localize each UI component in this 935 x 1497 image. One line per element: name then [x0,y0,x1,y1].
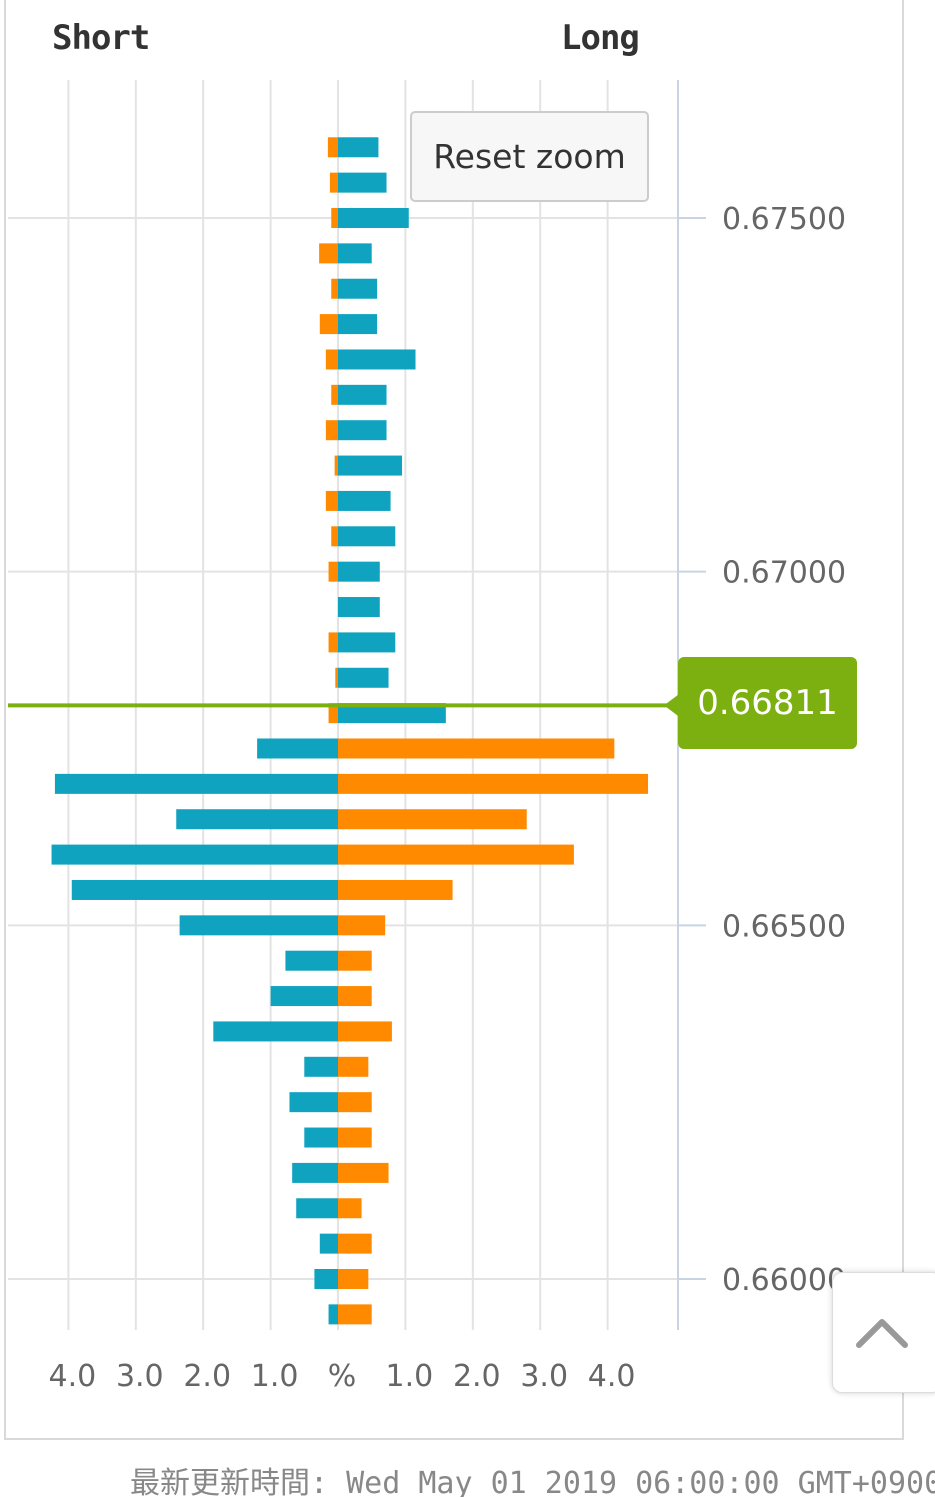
bar[interactable] [292,1162,338,1183]
bar[interactable] [338,384,387,405]
bar[interactable] [289,1092,338,1113]
y-tick-label: 0.67500 [722,202,846,237]
bar[interactable] [338,526,396,547]
bar[interactable] [338,1269,369,1289]
short-label: Short [52,18,150,58]
chevron-up-icon [856,1318,908,1348]
bar[interactable] [338,1304,372,1325]
last-updated-text: 最新更新時間: Wed May 01 2019 06:00:00 GMT+090… [130,1466,935,1497]
bar[interactable] [71,879,339,900]
bar[interactable] [338,738,615,759]
bar[interactable] [338,915,386,936]
bar[interactable] [296,1198,338,1219]
bar[interactable] [338,490,391,511]
bar[interactable] [338,455,403,476]
bar[interactable] [338,667,389,688]
bar-layer [51,137,649,1325]
bar[interactable] [213,1021,338,1042]
bar[interactable] [338,879,453,900]
bar[interactable] [338,1127,372,1148]
bar[interactable] [338,278,378,299]
bar[interactable] [338,1162,389,1183]
bar[interactable] [328,703,338,724]
bar[interactable] [338,986,372,1007]
bar[interactable] [338,773,649,794]
bar[interactable] [338,561,380,582]
bar[interactable] [338,314,378,335]
x-tick-label: 2.0 [183,1359,231,1394]
bar[interactable] [338,1056,369,1077]
bar[interactable] [314,1269,338,1289]
bar[interactable] [54,773,339,794]
bar[interactable] [338,844,574,865]
y-tick-label: 0.66500 [722,909,846,944]
x-tick-label: % [328,1359,357,1394]
x-tick-label: 1.0 [251,1359,299,1394]
long-label: Long [561,18,640,58]
x-tick-labels: 4.0 3.0 2.0 1.0% 1.0 2.0 3.0 4.0 [49,1359,636,1394]
x-tick-label: 1.0 [386,1359,434,1394]
bar[interactable] [328,632,338,653]
bar[interactable] [331,526,338,547]
y-tick-labels: 0.67500 0.67000 0.66500 0.66000 [722,202,846,1298]
bar[interactable] [329,172,338,193]
bar[interactable] [331,278,338,299]
bar[interactable] [304,1056,338,1077]
bar[interactable] [319,1233,338,1254]
bar[interactable] [338,137,379,158]
x-tick-label: 2.0 [453,1359,501,1394]
bar[interactable] [335,667,338,688]
y-tick-label: 0.67000 [722,556,846,591]
bar[interactable] [328,561,338,582]
bar[interactable] [327,137,338,158]
bar[interactable] [176,809,338,830]
price-badge-pointer [664,693,680,718]
x-tick-label: 3.0 [116,1359,164,1394]
bar[interactable] [257,738,338,759]
bar[interactable] [338,243,372,264]
bar[interactable] [338,172,387,193]
bar[interactable] [319,243,338,264]
bar[interactable] [325,490,338,511]
bar[interactable] [338,809,527,830]
bar[interactable] [338,1021,392,1042]
bar[interactable] [325,349,338,370]
bar[interactable] [338,703,446,724]
bar[interactable] [319,314,338,335]
y-tick-label: 0.66000 [722,1263,846,1298]
reset-zoom-button[interactable]: Reset zoom [410,111,649,202]
bar[interactable] [331,208,338,228]
bar[interactable] [338,597,380,618]
x-tick-label: 4.0 [588,1359,636,1394]
bar[interactable] [179,915,338,936]
bar[interactable] [304,1127,338,1148]
bar[interactable] [51,844,339,865]
current-price-badge: 0.66811 [678,657,857,749]
bar[interactable] [338,1233,372,1254]
bar[interactable] [338,1092,372,1113]
scroll-to-top-button[interactable] [832,1272,935,1393]
bar[interactable] [338,632,396,653]
bar[interactable] [328,1304,338,1325]
bar[interactable] [325,420,338,441]
bar[interactable] [338,1198,362,1219]
bar[interactable] [285,950,338,971]
bar[interactable] [334,455,338,476]
bar[interactable] [338,420,387,441]
bar[interactable] [338,349,416,370]
bar[interactable] [338,208,409,228]
bar[interactable] [270,986,338,1007]
bar[interactable] [338,950,372,971]
x-tick-label: 3.0 [520,1359,568,1394]
bar[interactable] [331,384,338,405]
x-tick-label: 4.0 [49,1359,97,1394]
